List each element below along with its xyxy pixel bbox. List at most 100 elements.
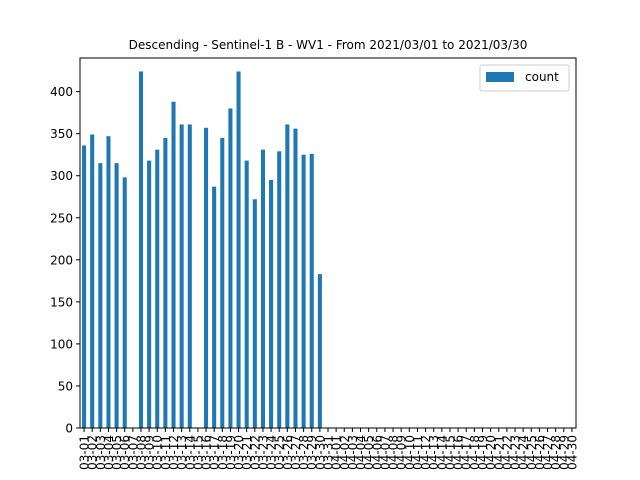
x-tick-label: 04-12: [419, 435, 433, 470]
bar-03-09: [147, 160, 152, 428]
x-tick-label: 03-29: [305, 435, 319, 470]
x-tick-label: 04-03: [346, 435, 360, 470]
bar-03-24: [269, 179, 274, 428]
y-tick-label: 100: [50, 337, 73, 351]
bar-03-16: [204, 127, 209, 429]
bar-03-10: [155, 149, 160, 428]
x-tick-label: 03-25: [273, 435, 287, 470]
bar-03-17: [212, 186, 217, 428]
bar-03-13: [179, 124, 184, 429]
plot-area-frame: [79, 57, 577, 429]
bar-03-04: [106, 136, 111, 428]
x-tick-label: 04-13: [427, 435, 441, 470]
bars-group: [82, 71, 322, 429]
bar-03-02: [90, 134, 95, 428]
y-tick-label: 250: [50, 211, 73, 225]
x-tick-label: 03-20: [232, 435, 246, 470]
x-tick-label: 04-09: [395, 435, 409, 470]
x-tick-label: 04-29: [557, 435, 571, 470]
x-tick-label: 03-12: [167, 435, 181, 470]
x-tick-label: 03-23: [256, 435, 270, 470]
x-tick-label: 04-30: [565, 435, 579, 470]
x-tick-label: 03-24: [265, 435, 279, 470]
x-tick-label: 04-05: [362, 435, 376, 470]
x-tick-label: 03-05: [110, 435, 124, 470]
bar-03-19: [228, 108, 233, 428]
x-tick-label: 03-21: [240, 435, 254, 470]
y-tick-label: 150: [50, 295, 73, 309]
x-tick-label: 04-27: [541, 435, 555, 470]
x-tick-label: 03-16: [200, 435, 214, 470]
x-tick-label: 03-08: [134, 435, 148, 470]
x-tick-label: 04-06: [370, 435, 384, 470]
x-tick-label: 03-04: [102, 435, 116, 470]
y-tick-label: 400: [50, 85, 73, 99]
y-tick-label: 50: [58, 379, 73, 393]
bar-03-28: [301, 154, 306, 428]
y-tick-label: 350: [50, 127, 73, 141]
x-tick-label: 03-17: [208, 435, 222, 470]
y-axis: 0 50 100 150 200 250 300 350 400: [50, 85, 80, 436]
x-tick-label: 03-27: [289, 435, 303, 470]
x-tick-label: 04-25: [525, 435, 539, 470]
bar-03-20: [236, 71, 241, 428]
y-tick-label: 300: [50, 169, 73, 183]
x-tick-label: 04-23: [509, 435, 523, 470]
legend-box: [479, 64, 570, 92]
bar-03-14: [187, 124, 192, 429]
bar-03-03: [98, 163, 103, 429]
x-tick-label: 03-07: [126, 435, 140, 470]
x-tick-label: 04-04: [354, 435, 368, 470]
x-tick-label: 04-01: [330, 435, 344, 470]
x-tick-label: 04-17: [460, 435, 474, 470]
bar-03-27: [293, 128, 298, 428]
x-tick-label: 03-02: [86, 435, 100, 470]
x-tick-label: 04-24: [517, 435, 531, 470]
x-tick-label: 03-28: [297, 435, 311, 470]
x-tick-label: 04-18: [468, 435, 482, 470]
bar-03-26: [285, 124, 290, 429]
x-tick-label: 04-26: [533, 435, 547, 470]
bar-03-25: [277, 151, 282, 428]
x-tick-label: 03-06: [118, 435, 132, 470]
bar-03-12: [171, 101, 176, 428]
x-tick-label: 03-22: [248, 435, 262, 470]
x-tick-label: 04-15: [443, 435, 457, 470]
bar-03-30: [317, 274, 322, 428]
x-tick-label: 04-21: [492, 435, 506, 470]
x-tick-label: 03-09: [143, 435, 157, 470]
bar-03-23: [260, 149, 265, 428]
bar-03-01: [82, 145, 87, 428]
x-tick-label: 03-14: [183, 435, 197, 470]
legend: count: [479, 64, 570, 92]
bar-03-11: [163, 137, 168, 428]
y-tick-label: 0: [65, 422, 73, 436]
x-tick-label: 03-30: [313, 435, 327, 470]
y-tick-label: 200: [50, 253, 73, 267]
x-tick-label: 03-13: [175, 435, 189, 470]
x-tick-label: 03-26: [281, 435, 295, 470]
x-tick-label: 04-28: [549, 435, 563, 470]
x-tick-label: 03-31: [322, 435, 336, 470]
bar-03-05: [114, 163, 119, 429]
x-tick-label: 04-20: [484, 435, 498, 470]
x-tick-label: 04-19: [476, 435, 490, 470]
x-tick-label: 04-16: [452, 435, 466, 470]
x-tick-label: 03-11: [159, 435, 173, 470]
x-tick-label: 04-02: [338, 435, 352, 470]
x-tick-label: 03-18: [216, 435, 230, 470]
x-axis: 03-0103-0203-0303-0403-0503-0603-0703-08…: [78, 428, 579, 470]
bar-03-29: [309, 153, 314, 429]
legend-label: count: [525, 70, 559, 84]
x-tick-label: 03-15: [191, 435, 205, 470]
bar-03-22: [252, 199, 257, 428]
x-tick-label: 03-10: [151, 435, 165, 470]
x-tick-label: 03-03: [94, 435, 108, 470]
bar-03-21: [244, 160, 249, 428]
x-tick-label: 04-14: [435, 435, 449, 470]
bar-03-08: [138, 71, 144, 428]
x-tick-label: 04-07: [378, 435, 392, 470]
chart-title: Descending - Sentinel-1 B - WV1 - From 2…: [129, 38, 528, 52]
x-tick-label: 04-22: [500, 435, 514, 470]
x-tick-label: 03-19: [224, 435, 238, 470]
